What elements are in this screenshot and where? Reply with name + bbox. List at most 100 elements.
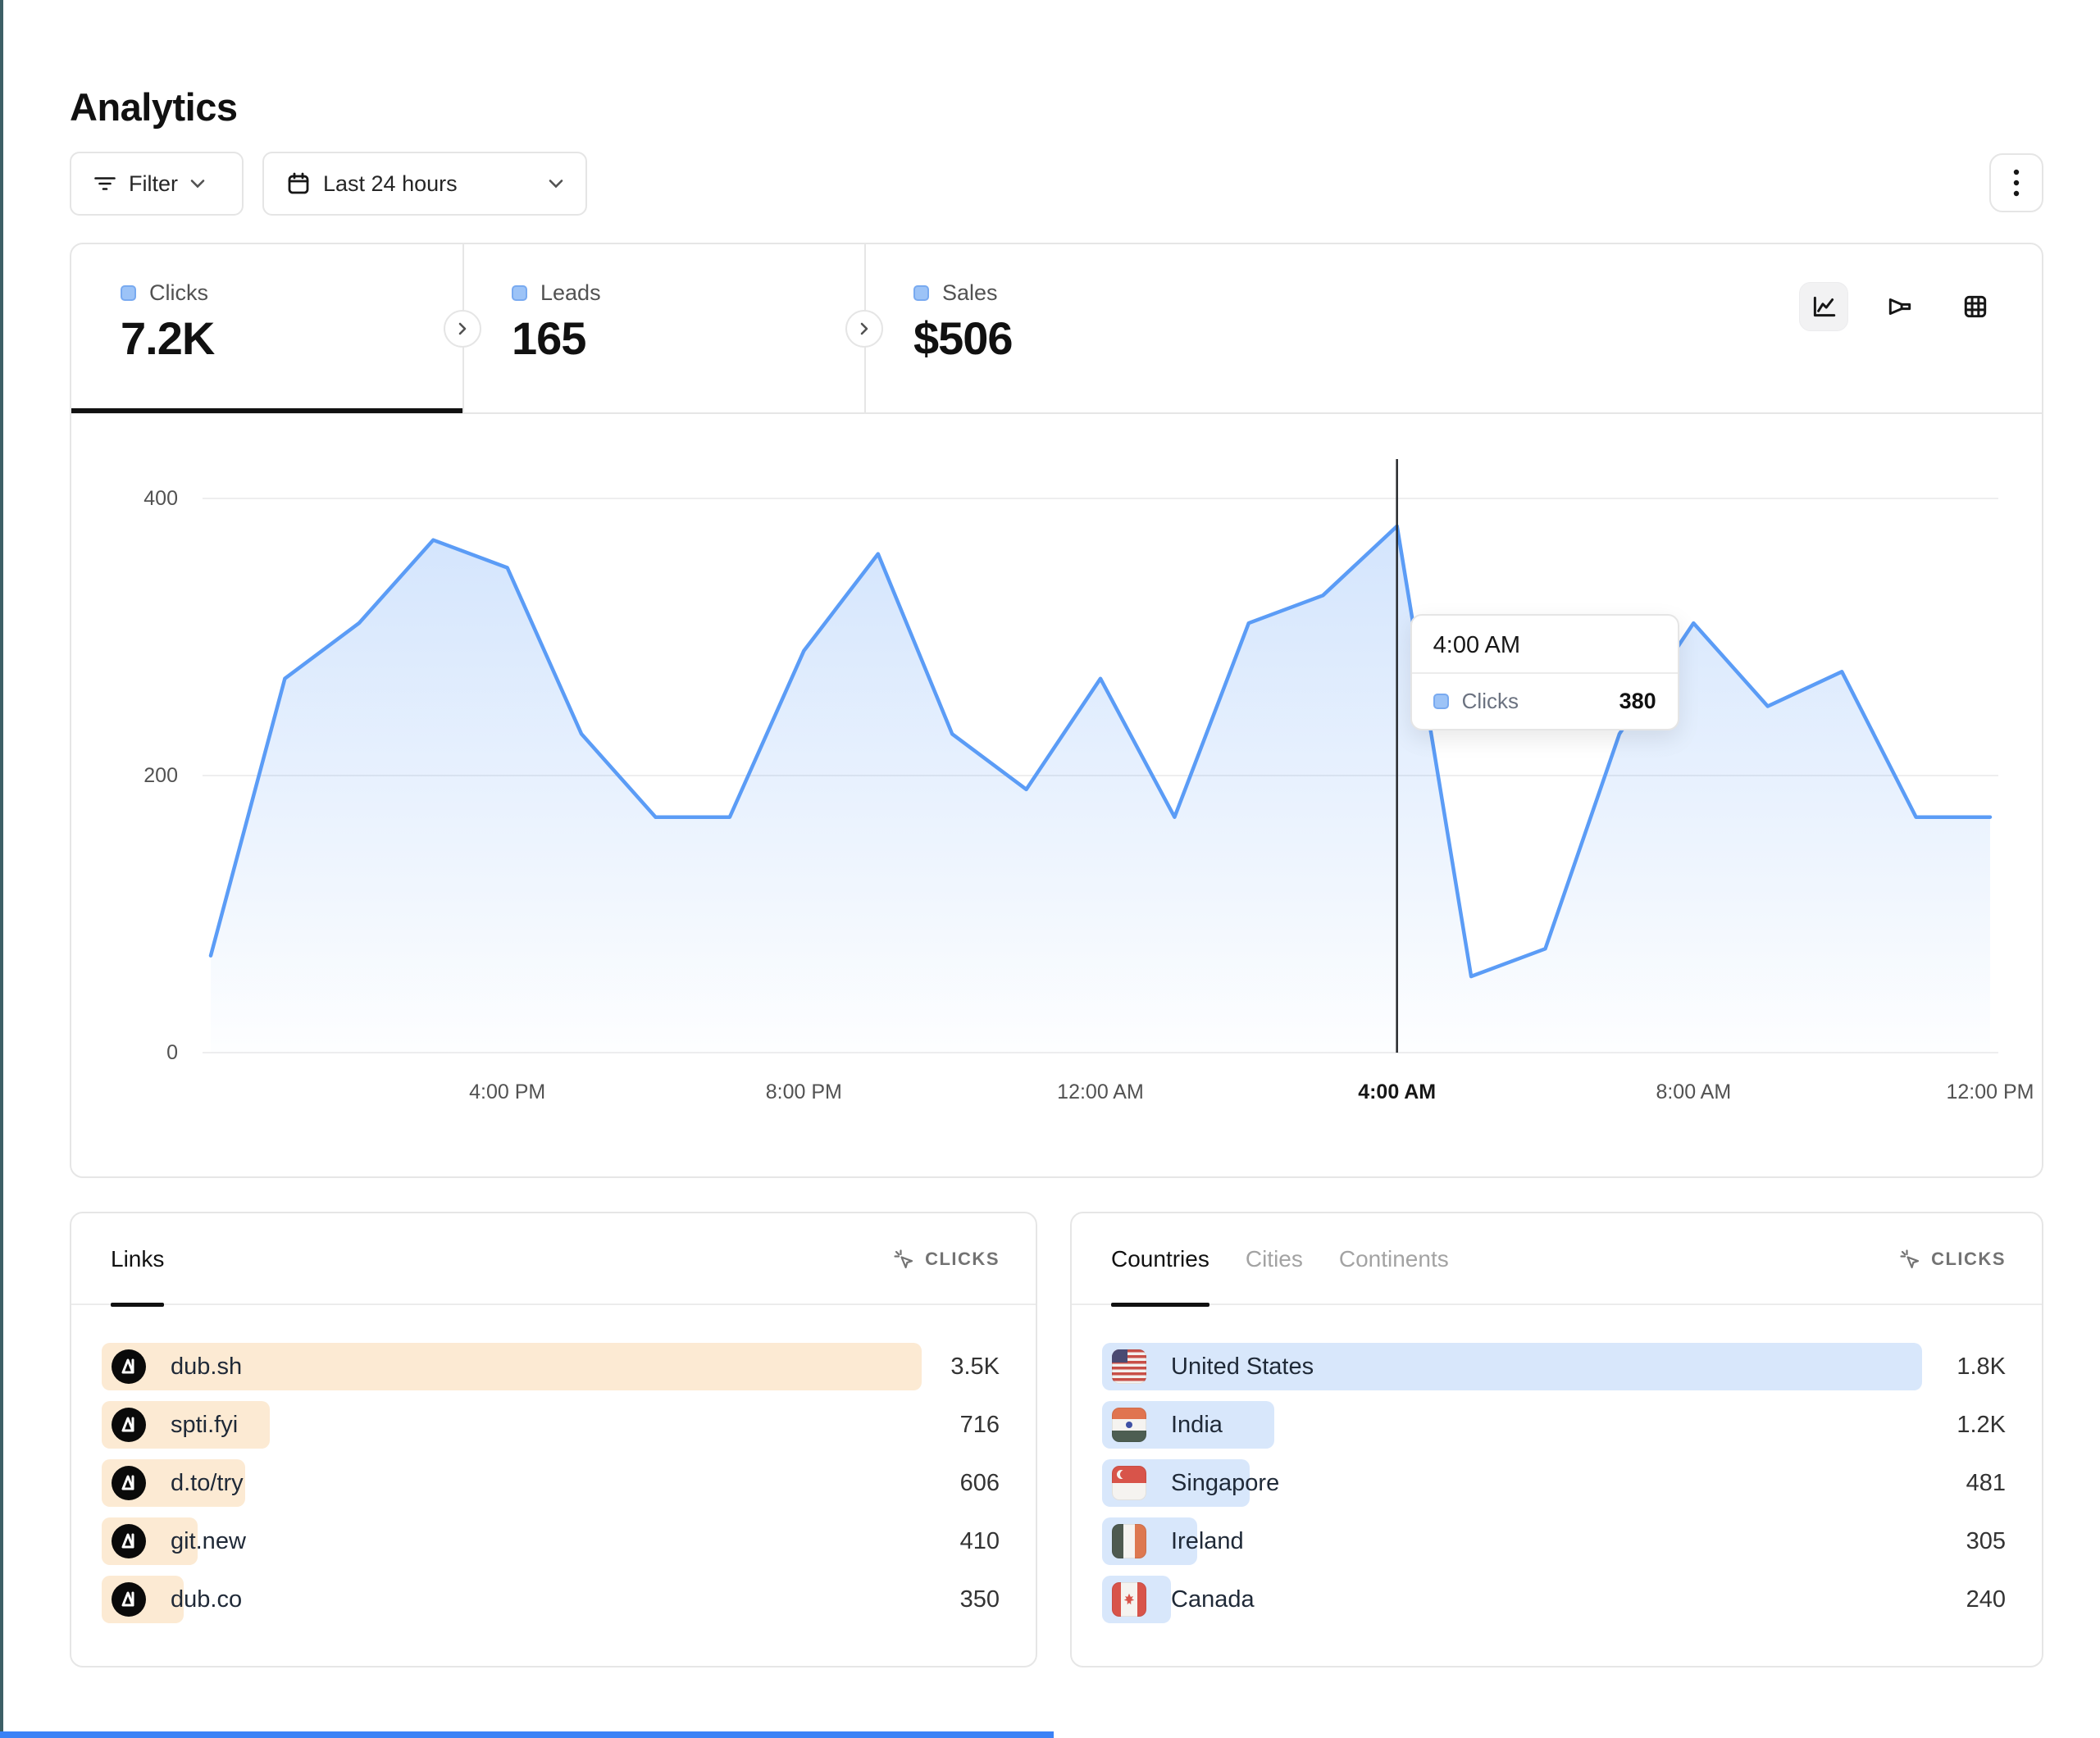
country-row[interactable]: Singapore 481: [1102, 1459, 2006, 1507]
dub-logo-icon: [112, 1466, 146, 1500]
flag-in-icon: [1112, 1408, 1146, 1442]
stat-value: 7.2K: [121, 312, 215, 364]
funnel-chart-view-button[interactable]: [1876, 283, 1924, 330]
calendar-icon: [285, 171, 312, 197]
flag-ie-icon: [1112, 1524, 1146, 1558]
row-icon: [112, 1408, 146, 1442]
country-row[interactable]: Canada 240: [1102, 1576, 2006, 1623]
row-value: 305: [1966, 1528, 2006, 1554]
filter-bars-icon: [93, 171, 117, 196]
clicks-line-series: [208, 524, 1993, 979]
row-label: d.to/try: [171, 1470, 244, 1496]
countries-metric-sort-button[interactable]: CLICKS: [1898, 1213, 2006, 1305]
row-label: dub.sh: [171, 1354, 243, 1380]
stat-expand-chevron-button[interactable]: [845, 310, 883, 348]
dub-logo-icon: [112, 1582, 146, 1617]
row-value: 606: [959, 1470, 1000, 1496]
row-label: Canada: [1171, 1586, 1255, 1613]
value-bar: [1102, 1343, 1922, 1390]
flag-ca-icon: [1112, 1582, 1146, 1617]
countries-panel-header: Countries Cities Continents CLICKS: [1072, 1213, 2042, 1307]
tab-continents[interactable]: Continents: [1339, 1213, 1449, 1305]
date-range-label: Last 24 hours: [323, 171, 458, 196]
value-bar: [102, 1343, 922, 1390]
chevron-down-icon: [189, 178, 206, 189]
x-axis-tick-label: 4:00 AM: [1358, 1081, 1437, 1103]
country-row[interactable]: India 1.2K: [1102, 1401, 2006, 1449]
stat-tab-clicks[interactable]: Clicks 7.2K: [71, 244, 462, 412]
sales-legend-square-icon: [913, 285, 929, 301]
link-row[interactable]: git.new 410: [102, 1517, 1000, 1565]
y-axis-tick-label: 400: [143, 487, 178, 510]
chart-tooltip: 4:00 AM Clicks 380: [1410, 614, 1679, 730]
stat-expand-chevron-button[interactable]: [444, 310, 481, 348]
tab-links[interactable]: Links: [111, 1213, 165, 1307]
date-range-button[interactable]: Last 24 hours: [262, 152, 587, 216]
row-label: git.new: [171, 1528, 246, 1554]
row-value: 350: [959, 1586, 1000, 1613]
row-icon: [1112, 1524, 1146, 1558]
countries-panel: Countries Cities Continents CLICKS Unite…: [1070, 1212, 2043, 1667]
country-row[interactable]: United States 1.8K: [1102, 1343, 2006, 1390]
x-axis-tick-label: 8:00 PM: [765, 1081, 842, 1103]
countries-rows: United States 1.8K India 1.2K Singapore 481 Ir…: [1102, 1343, 2006, 1634]
x-axis-tick-label: 12:00 AM: [1057, 1081, 1144, 1103]
tab-cities[interactable]: Cities: [1246, 1213, 1303, 1305]
link-row[interactable]: dub.co 350: [102, 1576, 1000, 1623]
filter-button-label: Filter: [129, 171, 178, 196]
active-tab-underline: [111, 1303, 165, 1307]
filter-button[interactable]: Filter: [70, 152, 244, 216]
tab-label: Links: [111, 1246, 165, 1272]
link-row[interactable]: d.to/try 606: [102, 1459, 1000, 1507]
stat-label: Clicks: [149, 280, 208, 305]
chart-view-switcher: [1799, 282, 1999, 331]
line-chart-view-button[interactable]: [1799, 282, 1848, 331]
row-label: India: [1171, 1412, 1223, 1438]
grid-table-icon: [1961, 293, 1989, 321]
table-view-button[interactable]: [1952, 283, 1999, 330]
cursor-click-icon: [1898, 1248, 1921, 1271]
row-value: 1.8K: [1957, 1354, 2006, 1380]
row-value: 1.2K: [1957, 1412, 2006, 1438]
active-stat-underline: [71, 408, 462, 413]
row-value: 410: [959, 1528, 1000, 1554]
row-label: Ireland: [1171, 1528, 1244, 1554]
row-icon: [1112, 1349, 1146, 1384]
funnel-chart-icon: [1886, 293, 1914, 321]
row-icon: [112, 1349, 146, 1384]
link-row[interactable]: spti.fyi 716: [102, 1401, 1000, 1449]
page-title: Analytics: [70, 85, 238, 130]
row-value: 481: [1966, 1470, 2006, 1496]
stats-tabs-row: Clicks 7.2K Leads 165 Sales $506: [71, 244, 2042, 414]
stat-tab-sales[interactable]: Sales $506: [864, 244, 1291, 412]
tab-label: Countries: [1111, 1246, 1209, 1272]
tab-label: Continents: [1338, 1246, 1449, 1272]
analytics-chart-card: Clicks 7.2K Leads 165 Sales $506: [70, 243, 2043, 1178]
active-tab-underline: [1111, 1303, 1209, 1307]
more-options-button[interactable]: [1989, 153, 2043, 212]
row-label: spti.fyi: [171, 1412, 239, 1438]
cursor-click-icon: [892, 1248, 915, 1271]
left-edge-accent: [0, 0, 3, 1738]
row-icon: [112, 1524, 146, 1558]
links-panel-header: Links CLICKS: [71, 1213, 1036, 1307]
links-rows: dub.sh 3.5K spti.fyi 716 d.to/try 606 git.new 4…: [102, 1343, 1000, 1634]
country-row[interactable]: Ireland 305: [1102, 1517, 2006, 1565]
link-row[interactable]: dub.sh 3.5K: [102, 1343, 1000, 1390]
tab-countries[interactable]: Countries: [1111, 1213, 1209, 1307]
links-metric-sort-button[interactable]: CLICKS: [892, 1213, 1000, 1305]
x-axis-tick-label: 12:00 PM: [1946, 1081, 2034, 1103]
chevron-down-icon: [548, 178, 564, 189]
bottom-selection-strip: [0, 1731, 1054, 1738]
row-icon: [1112, 1408, 1146, 1442]
y-axis-tick-label: 0: [166, 1041, 178, 1064]
stat-value: 165: [512, 312, 586, 364]
metric-header-label: CLICKS: [1931, 1249, 2006, 1269]
tooltip-series-label: Clicks: [1461, 689, 1519, 713]
tooltip-time: 4:00 AM: [1411, 616, 1678, 674]
stat-tab-leads[interactable]: Leads 165: [462, 244, 864, 412]
links-panel: Links CLICKS dub.sh 3.5K spti.fyi 716 d.to/t…: [70, 1212, 1037, 1667]
clicks-area-chart[interactable]: [203, 457, 1998, 1058]
row-value: 3.5K: [950, 1354, 1000, 1380]
x-axis-tick-label: 4:00 PM: [469, 1081, 546, 1103]
